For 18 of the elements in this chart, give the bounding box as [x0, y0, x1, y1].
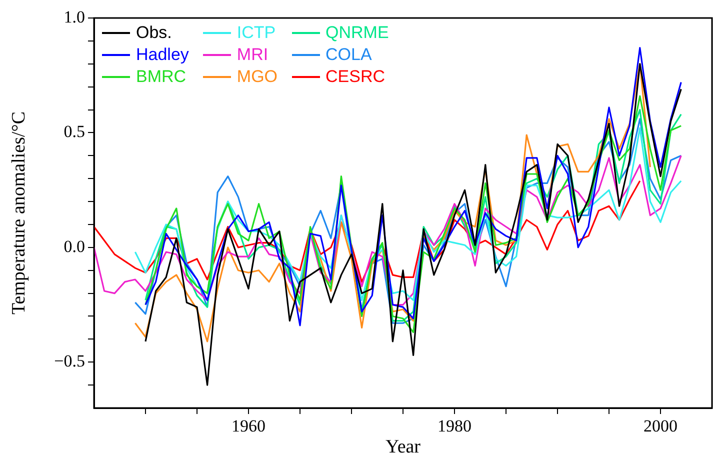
legend-label: CESRC — [326, 67, 386, 87]
legend-label: BMRC — [136, 67, 186, 87]
legend-label: MRI — [236, 45, 268, 65]
y-tick-label: −0.5 — [54, 352, 85, 371]
x-tick-label: 1960 — [232, 416, 266, 436]
y-tick-label: 1.0 — [64, 7, 85, 26]
x-axis-title: Year — [385, 436, 422, 458]
legend-label: Obs. — [136, 23, 172, 43]
legend-label: QNRME — [326, 23, 389, 43]
legend-label: Hadley — [136, 45, 189, 65]
x-tick-label: 1980 — [438, 416, 472, 436]
legend-label: COLA — [326, 45, 372, 65]
y-tick-label: 0.5 — [64, 122, 85, 142]
y-axis-title: Temperature anomalies/°C — [8, 111, 30, 315]
legend-label: MGO — [236, 67, 278, 87]
legend-label: ICTP — [236, 23, 276, 43]
y-tick-label: 0.0 — [64, 236, 85, 256]
x-tick-label: 2000 — [644, 416, 678, 436]
